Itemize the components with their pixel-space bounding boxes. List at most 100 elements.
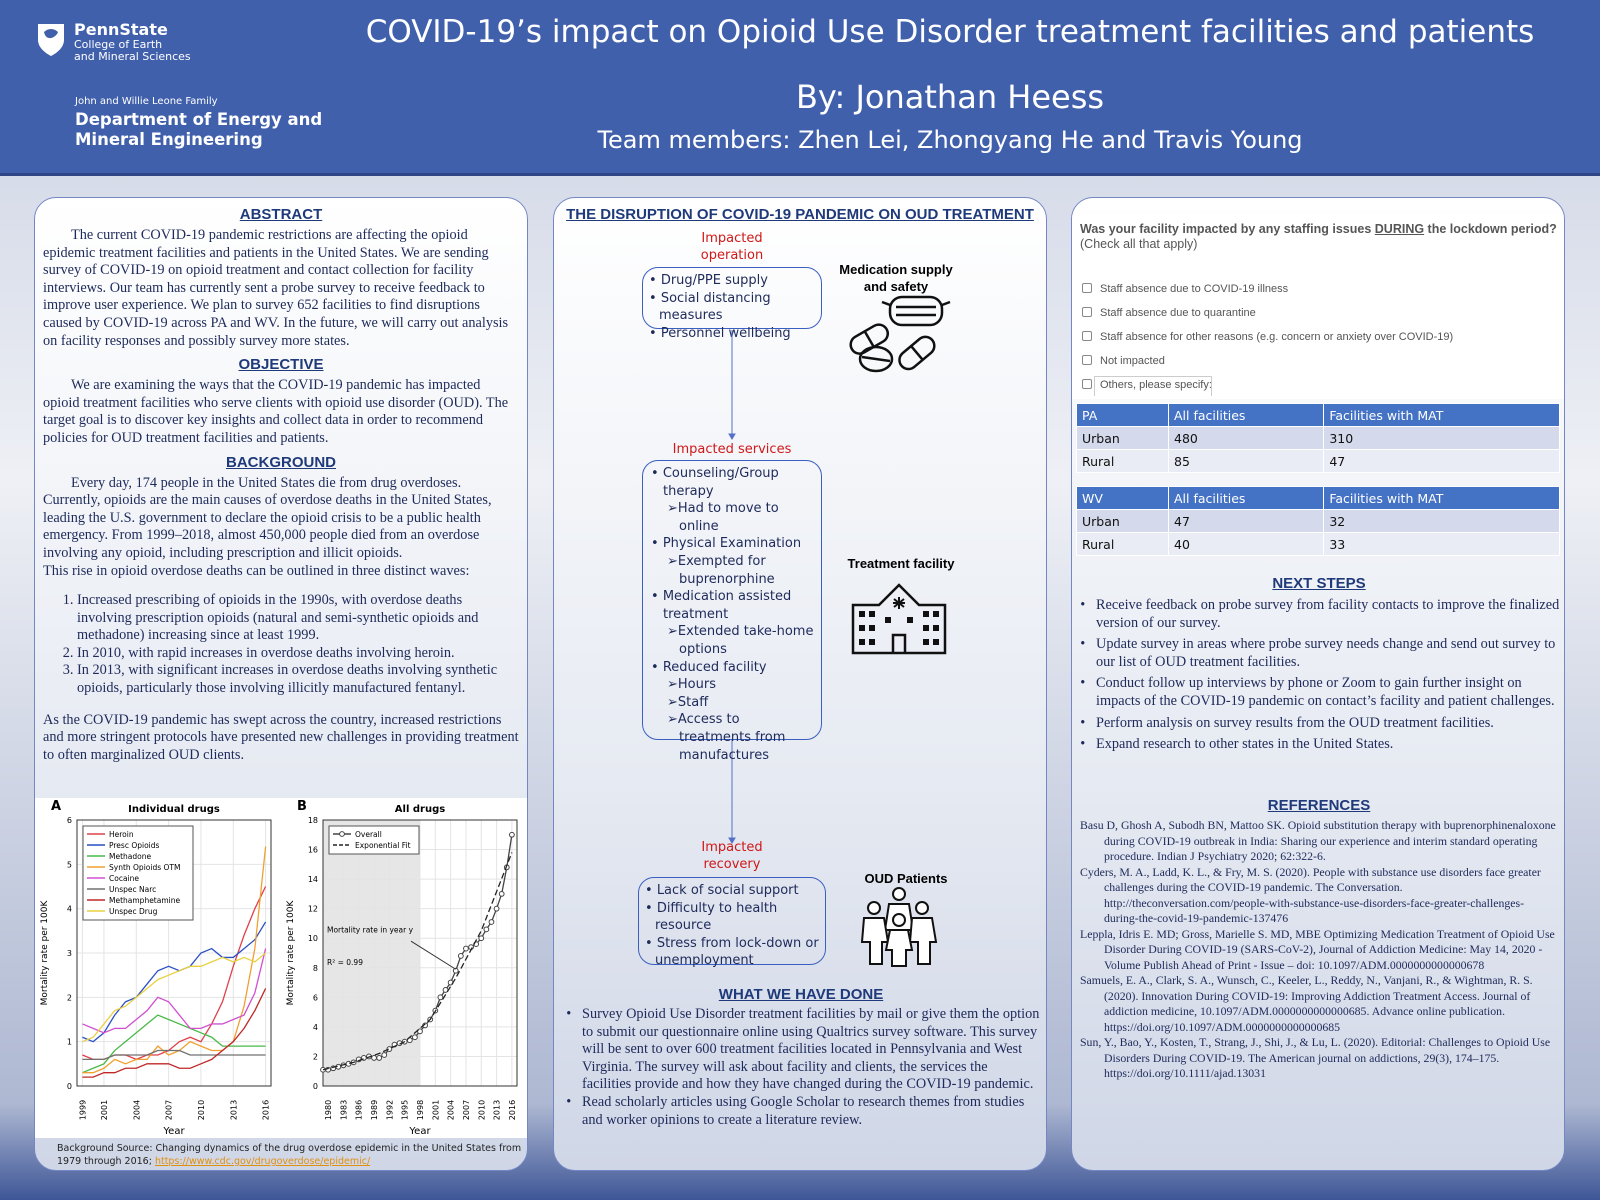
checkbox[interactable] (1082, 331, 1092, 341)
checkbox[interactable] (1082, 307, 1092, 317)
series-line (82, 948, 267, 1034)
point (463, 945, 469, 952)
x-tick-label: 2013 (493, 1100, 502, 1120)
department: Department of Energy and Mineral Engineer… (75, 110, 322, 150)
next-steps-list: Receive feedback on probe survey from fa… (1072, 597, 1562, 758)
list-item: In 2013, with significant increases in o… (77, 662, 519, 697)
list-item: Basu D, Ghosh A, Subodh BN, Mattoo SK. O… (1080, 818, 1556, 863)
item-text: Lack of social support (656, 883, 799, 898)
table-cell: Rural (1076, 449, 1169, 473)
legend-label: Presc Opioids (109, 841, 160, 850)
pills-icon (849, 295, 951, 373)
legend-label: Synth Opioids OTM (109, 863, 180, 872)
x-tick-label: 2001 (431, 1100, 440, 1120)
legend-box (328, 825, 420, 855)
option-text: Not impacted (1100, 355, 1165, 367)
middle-column: THE DISRUPTION OF COVID-19 PANDEMIC ON O… (553, 197, 1047, 1171)
source-caption: Background Source: Changing dynamics of … (57, 1142, 527, 1168)
item-text: Difficulty to health resource (655, 900, 778, 934)
legend-box (82, 825, 194, 921)
survey-option: Not impacted (1082, 355, 1165, 367)
table-row: Rural 85 47 (1076, 449, 1560, 473)
x-axis-label: Year (408, 1126, 431, 1137)
question: Was your facility impacted by any staffi… (1080, 222, 1557, 236)
background-closing: As the COVID-19 pandemic has swept acros… (43, 711, 519, 763)
dept-line: Department of Energy and (75, 110, 323, 129)
legend-label: Methadone (109, 852, 151, 861)
table-cell: 85 (1167, 449, 1325, 473)
x-tick-label: 2004 (447, 1100, 456, 1120)
list-item: Leppla, Idris E. MD; Gross, Marielle S. … (1080, 926, 1555, 972)
item-text: Counseling/Group therapy (662, 466, 779, 499)
item-text: Drug/PPE supply (660, 273, 768, 288)
y-axis-label: Mortality rate per 100K (286, 900, 296, 1006)
list-item: • Personnel wellbeing (649, 325, 791, 341)
item-text: Medication assisted treatment (662, 589, 792, 622)
series-line (82, 1014, 266, 1074)
table-cell: Rural (1076, 532, 1169, 556)
table-cell: 47 (1167, 509, 1325, 533)
legend-label: Unspec Drug (109, 907, 158, 916)
y-tick-label: 2 (67, 993, 72, 1002)
service-item: • Reduced facility (651, 659, 767, 675)
checkbox[interactable] (1082, 283, 1092, 293)
specify-input[interactable] (1094, 376, 1212, 396)
flow-title: Impacted services (672, 442, 792, 457)
checkbox[interactable] (1082, 379, 1092, 389)
x-tick-label: 1992 (385, 1100, 394, 1120)
logo-shield (38, 24, 64, 56)
y-tick-label: 18 (308, 816, 318, 825)
flow-arrows (728, 330, 736, 844)
table-cell: 40 (1167, 532, 1325, 556)
objective-text: We are examining the ways that the COVID… (43, 377, 509, 446)
table-cell: 480 (1167, 426, 1325, 450)
item-text: Exempted for buprenorphine (677, 553, 775, 587)
flow-title-line: Impacted (701, 840, 763, 855)
background-intro: This rise in opioid overdose deaths can … (43, 562, 470, 579)
y-tick-label: 5 (67, 860, 72, 869)
service-sub: ➢Staff (667, 694, 709, 710)
college-line: and Mineral Sciences (74, 50, 191, 63)
legend-label: Cocaine (109, 874, 139, 883)
table-cell: Urban (1076, 509, 1169, 533)
x-tick-label: 2007 (462, 1100, 471, 1120)
header: PennState College of Earth and Mineral Sc… (0, 0, 1600, 176)
x-tick-label: 2001 (100, 1100, 109, 1120)
flow-title: Impacted recovery (652, 839, 812, 873)
dept-line: Mineral Engineering (75, 130, 263, 149)
service-sub: ➢Had to move to online (667, 501, 779, 534)
source-link[interactable]: https://www.cdc.gov/drugoverdose/epidemi… (154, 1156, 371, 1167)
series-line (82, 952, 267, 1043)
list-item: Update survey in areas where probe surve… (1096, 636, 1562, 671)
annotation: R² = 0.99 (327, 958, 363, 967)
item-text: Access to treatments from manufactures (677, 712, 786, 763)
legend-label: Heroin (109, 830, 134, 839)
item-text: Social distancing measures (659, 290, 771, 324)
point (508, 831, 515, 838)
title: COVID-19’s impact on Opioid Use Disorder… (365, 14, 1535, 50)
annotation-arrow (410, 940, 457, 970)
x-tick-label: 2004 (132, 1100, 141, 1120)
header-cell: All facilities (1167, 486, 1325, 510)
y-tick-label: 0 (67, 1082, 72, 1091)
point (493, 905, 500, 912)
x-tick-label: 1995 (401, 1100, 410, 1120)
heading: REFERENCES (1267, 797, 1371, 814)
list-item: • Stress from lock-down or unemployment (645, 935, 819, 969)
heading: THE DISRUPTION OF COVID-19 PANDEMIC ON O… (566, 206, 1034, 223)
flow-title-line: operation (700, 248, 764, 263)
list-item: Survey Opioid Use Disorder treatment fac… (582, 1006, 1040, 1094)
figure-a: A Individual drugs 0 1 2 3 4 5 6 1999 2001 2004 2007… (40, 799, 272, 1137)
item-text: Staff (677, 694, 709, 710)
background-text: Every day, 174 people in the United Stat… (43, 474, 492, 561)
service-item: • Counseling/Group therapy (651, 466, 779, 499)
series-line (322, 852, 513, 1071)
header-cell: PA (1076, 403, 1169, 427)
checkbox[interactable] (1082, 355, 1092, 365)
x-tick-label: 1989 (370, 1100, 379, 1120)
y-axis-label: Mortality rate per 100K (40, 900, 50, 1006)
icon-label-line: Medication supply (839, 262, 953, 277)
source-text: Background Source: Changing dynamics of … (57, 1143, 522, 1167)
list-item: Perform analysis on survey results from … (1096, 715, 1562, 733)
item-text: Stress from lock-down or unemployment (655, 935, 819, 969)
